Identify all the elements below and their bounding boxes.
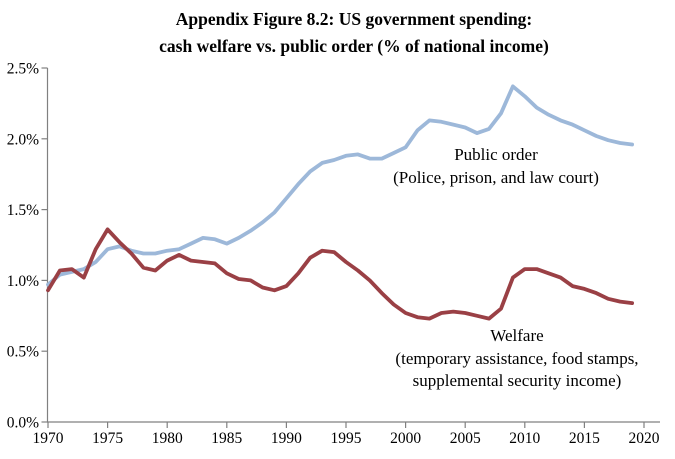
- x-tick-label: 1975: [92, 430, 123, 447]
- public-order-label-line1: Public order: [454, 145, 538, 164]
- x-tick-label: 1985: [211, 430, 242, 447]
- y-tick-label: 2.5%: [7, 61, 39, 78]
- x-tick-label: 1990: [271, 430, 302, 447]
- y-tick-label: 2.0%: [7, 131, 39, 148]
- public-order-label-line2: (Police, prison, and law court): [393, 167, 599, 187]
- chart-title-line2: cash welfare vs. public order (% of nati…: [159, 36, 549, 56]
- x-tick-label: 2005: [450, 430, 481, 447]
- x-tick-label: 1995: [331, 430, 362, 447]
- welfare-label-line2: (temporary assistance, food stamps,: [395, 348, 639, 368]
- welfare-label: Welfare (temporary assistance, food stam…: [395, 325, 638, 393]
- chart-title-line1: Appendix Figure 8.2: US government spend…: [175, 9, 533, 29]
- public-order-line: [46, 84, 634, 287]
- public-order-label: Public order (Police, prison, and law co…: [393, 144, 599, 189]
- x-tick-label: 2010: [509, 430, 540, 447]
- x-tick-label: 1980: [152, 430, 183, 447]
- y-tick-label: 1.0%: [7, 273, 39, 290]
- x-tick-label: 2015: [569, 430, 600, 447]
- x-tick-label: 2020: [629, 430, 660, 447]
- y-tick-label: 0.0%: [7, 415, 39, 432]
- chart-title: Appendix Figure 8.2: US government spend…: [17, 6, 675, 60]
- welfare-label-line3: supplemental security income): [412, 371, 622, 390]
- welfare-line: [46, 227, 634, 321]
- welfare-label-line1: Welfare: [490, 326, 544, 345]
- y-tick-label: 0.5%: [7, 344, 39, 361]
- x-tick-label: 2000: [390, 430, 421, 447]
- y-tick-label: 1.5%: [7, 202, 39, 219]
- x-tick-label: 1970: [33, 430, 64, 447]
